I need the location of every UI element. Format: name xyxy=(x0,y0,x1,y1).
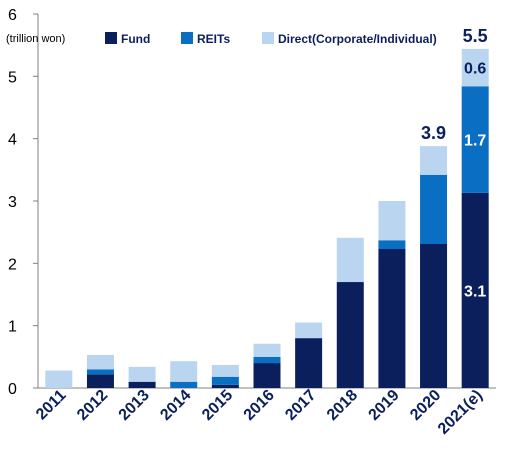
legend-swatch-direct-corporate-individual xyxy=(262,32,274,44)
x-tick-label-2011: 2011 xyxy=(33,387,70,424)
y-tick-label: 0 xyxy=(8,381,17,398)
legend-label-reits: REITs xyxy=(197,32,230,46)
bar-direct-corporate-individual-2018 xyxy=(336,237,364,283)
y-tick-label: 1 xyxy=(8,319,17,336)
x-tick-label-2013: 2013 xyxy=(116,387,153,424)
bar-fund-2015 xyxy=(211,384,239,388)
legend-label-direct-corporate-individual: Direct(Corporate/Individual) xyxy=(278,32,437,46)
x-tick-label-2012: 2012 xyxy=(74,387,111,424)
annotations: 3.9 5.5 0.6 1.7 3.1 xyxy=(421,26,488,301)
bar-direct-corporate-individual-2021-e xyxy=(461,48,489,87)
y-tick-label: 5 xyxy=(8,69,17,86)
bar-direct-corporate-individual-2012 xyxy=(86,354,114,370)
bar-fund-2018 xyxy=(336,282,364,388)
y-tick-label: 3 xyxy=(8,194,17,211)
y-tick-label: 6 xyxy=(8,7,17,24)
legend: Fund REITs Direct(Corporate/Individual) xyxy=(105,32,437,46)
bar-reits-2016 xyxy=(253,356,281,364)
bar-fund-2016 xyxy=(253,363,281,388)
bar-fund-2019 xyxy=(378,248,406,388)
bar-direct-corporate-individual-2011 xyxy=(45,370,73,388)
x-tick-label-2015: 2015 xyxy=(199,387,236,424)
x-tick-label-2021-e: 2021(e) xyxy=(435,387,486,438)
x-tick-label-2017: 2017 xyxy=(282,387,319,424)
bar-direct-corporate-individual-2013 xyxy=(128,366,156,382)
bar-fund-2013 xyxy=(128,381,156,388)
bar-reits-2015 xyxy=(211,376,239,385)
annotation-2021-e-fund: 3.1 xyxy=(464,283,486,300)
annotation-2021-e-reits: 1.7 xyxy=(464,133,486,150)
bar-direct-corporate-individual-2014 xyxy=(170,361,198,382)
x-tick-label-2020: 2020 xyxy=(407,387,444,424)
bar-fund-2012 xyxy=(86,374,114,388)
bar-reits-2021-e xyxy=(461,86,489,193)
bar-fund-2017 xyxy=(295,338,323,388)
bar-direct-corporate-individual-2016 xyxy=(253,343,281,357)
y-tick-label: 2 xyxy=(8,256,17,273)
bar-reits-2012 xyxy=(86,369,114,375)
legend-swatch-fund xyxy=(105,32,117,44)
x-tick-label-2016: 2016 xyxy=(241,387,278,424)
legend-label-fund: Fund xyxy=(121,32,150,46)
x-tick-label-2018: 2018 xyxy=(324,387,361,424)
bar-reits-2020 xyxy=(420,174,448,245)
x-tick-labels: 2011 2012 2013 2014 2015 2016 2017 2018 2019 2020… xyxy=(33,387,486,438)
annotation-2021-e-direct-corporate-individual: 0.6 xyxy=(464,61,486,78)
annotation-2021-e-total: 5.5 xyxy=(463,26,488,46)
bar-direct-corporate-individual-2020 xyxy=(420,146,448,175)
bar-fund-2020 xyxy=(420,244,448,388)
legend-swatch-reits xyxy=(181,32,193,44)
y-ticks: 0 1 2 3 4 5 6 xyxy=(8,7,38,398)
bar-direct-corporate-individual-2015 xyxy=(211,364,239,377)
bar-direct-corporate-individual-2017 xyxy=(295,322,323,339)
bar-reits-2014 xyxy=(170,381,198,388)
x-tick-label-2019: 2019 xyxy=(366,387,403,424)
bar-reits-2019 xyxy=(378,240,406,249)
y-tick-label: 4 xyxy=(8,132,17,149)
bar-fund-2021-e xyxy=(461,192,489,388)
bar-direct-corporate-individual-2019 xyxy=(378,201,406,241)
y-axis-label: (trillion won) xyxy=(6,33,65,45)
bars xyxy=(45,48,489,388)
annotation-2020-total: 3.9 xyxy=(421,123,446,143)
x-tick-label-2014: 2014 xyxy=(157,387,194,424)
